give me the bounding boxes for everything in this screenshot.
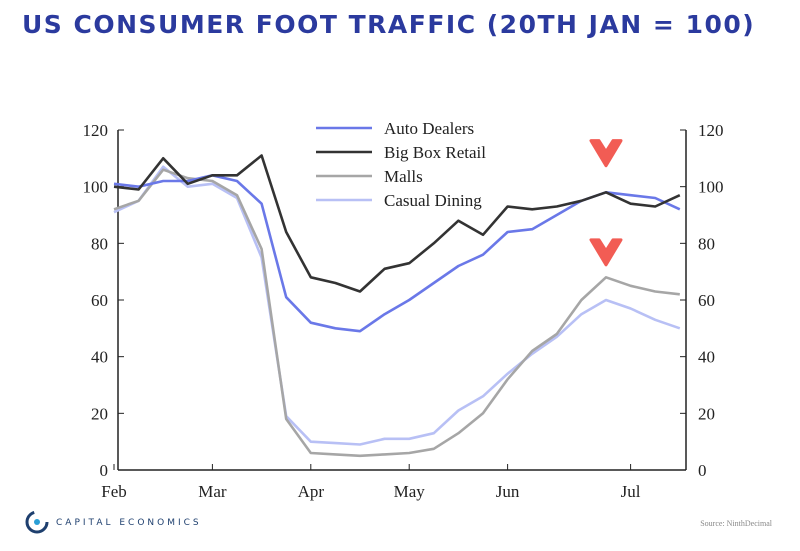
x-tick-label: Jul [621, 482, 641, 501]
y-tick-label-right: 120 [698, 121, 724, 140]
y-tick-label-right: 0 [698, 461, 707, 480]
y-tick-label-right: 80 [698, 234, 715, 253]
y-tick-label-left: 20 [91, 404, 108, 423]
legend-label: Malls [384, 167, 423, 186]
down-arrow-icon [589, 139, 623, 168]
y-tick-label-right: 40 [698, 348, 715, 367]
series-line-casual-dining [113, 165, 681, 446]
legend-label: Casual Dining [384, 191, 482, 210]
capital-economics-logo: CAPITAL ECONOMICS [25, 510, 202, 534]
x-tick-label: Mar [198, 482, 227, 501]
y-tick-label-left: 120 [83, 121, 109, 140]
source-note: Source: NinthDecimal [700, 519, 773, 528]
y-tick-label-left: 100 [83, 178, 109, 197]
down-arrow-icon [589, 238, 623, 267]
legend-label: Big Box Retail [384, 143, 486, 162]
y-tick-label-right: 20 [698, 404, 715, 423]
y-tick-label-left: 0 [100, 461, 109, 480]
y-tick-label-left: 60 [91, 291, 108, 310]
y-tick-label-left: 40 [91, 348, 108, 367]
annotations [589, 139, 623, 267]
x-tick-label: May [394, 482, 426, 501]
logo-text: CAPITAL ECONOMICS [56, 518, 202, 528]
legend-label: Auto Dealers [384, 119, 474, 138]
chart-axes: 0 0 20 20 40 40 60 60 80 80 100 100 120 120 Feb Mar Apr M… [83, 121, 724, 501]
y-tick-label-left: 80 [91, 234, 108, 253]
x-tick-label: Jun [496, 482, 520, 501]
series-line-malls [113, 168, 680, 458]
y-tick-label-right: 100 [698, 178, 724, 197]
x-tick-label: Feb [101, 482, 127, 501]
chart-title: US CONSUMER FOOT TRAFFIC (20TH JAN = 100… [22, 10, 756, 39]
series-line-big-box-retail [113, 154, 681, 293]
logo-dot-icon [34, 519, 40, 525]
legend: Auto Dealers Big Box Retail Malls Casual Di… [316, 119, 486, 210]
series-lines [113, 154, 681, 458]
x-tick-label: Apr [298, 482, 325, 501]
logo-ring-icon [25, 510, 49, 534]
y-tick-label-right: 60 [698, 291, 715, 310]
